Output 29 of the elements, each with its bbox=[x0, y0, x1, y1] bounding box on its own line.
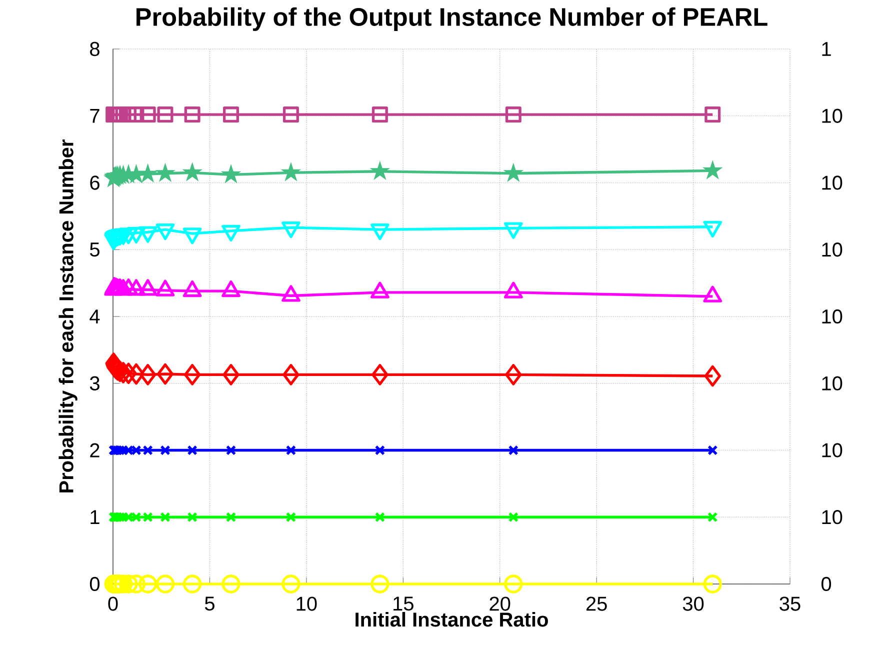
text: 1 bbox=[822, 42, 831, 56]
text: 10 bbox=[822, 376, 842, 390]
text: 10 bbox=[822, 510, 842, 524]
x-tick-label: 35 bbox=[780, 596, 800, 611]
x-tick-label: 10 bbox=[296, 596, 317, 611]
y-tick-label: 7 bbox=[90, 108, 100, 123]
text: 10 bbox=[822, 108, 842, 123]
x-tick-label: 20 bbox=[490, 596, 510, 611]
y-tick-label: 2 bbox=[90, 443, 100, 458]
y-axis-title: Probability for each Instance Number bbox=[58, 140, 78, 492]
x-tick-label: 30 bbox=[682, 596, 704, 611]
y-tick-label: 0 bbox=[90, 576, 100, 592]
y-tick-label: 6 bbox=[90, 176, 100, 190]
y-tick-label: 5 bbox=[90, 242, 100, 257]
y-tick-label: 8 bbox=[90, 42, 100, 56]
text: 10 bbox=[822, 242, 842, 257]
y-tick-label: 4 bbox=[90, 310, 100, 324]
text: 10 bbox=[822, 176, 842, 190]
x-tick-label: 5 bbox=[204, 596, 214, 611]
x-tick-label: 0 bbox=[108, 596, 118, 611]
x-axis-title: Initial Instance Ratio bbox=[356, 612, 548, 627]
text: 0 bbox=[821, 576, 832, 592]
y-tick-label: 3 bbox=[90, 376, 100, 390]
x-tick-label: 25 bbox=[586, 596, 607, 611]
text: 10 bbox=[822, 443, 842, 458]
chart-title: Probability of the Output Instance Number of PEARL bbox=[136, 7, 768, 31]
x-tick-label: 15 bbox=[394, 596, 414, 611]
text: 10 bbox=[822, 309, 842, 324]
y-tick-label: 1 bbox=[90, 510, 100, 524]
